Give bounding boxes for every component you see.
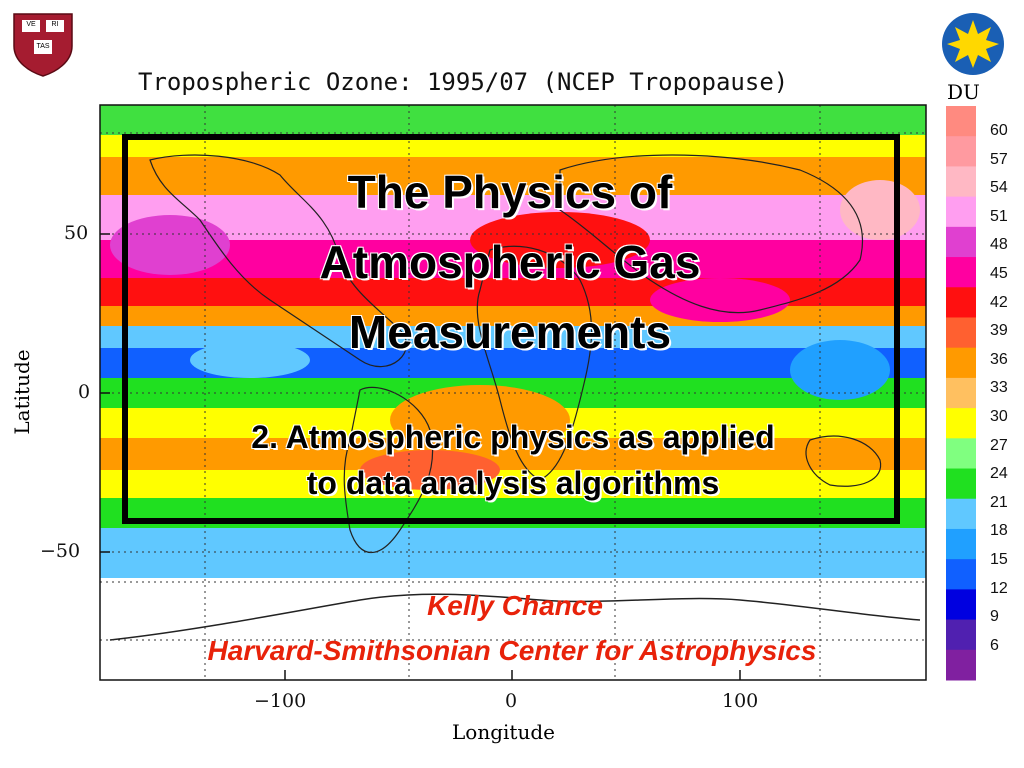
colorbar-swatch [946,257,976,288]
colorbar-swatch [946,347,976,379]
x-tick-label: −100 [254,690,307,712]
colorbar-level-label: 15 [990,551,1008,568]
y-tick-label: 50 [64,222,89,244]
colorbar-swatch [946,226,976,258]
x-tick-label: 0 [505,690,518,712]
colorbar-swatch [946,528,976,560]
colorbar-swatch [946,619,976,651]
x-tick-label: 100 [722,690,759,712]
colorbar-swatch [946,166,976,198]
colorbar-level-label: 51 [990,207,1008,225]
y-tick-label: 0 [78,381,91,403]
colorbar-swatch [946,196,976,228]
colorbar-level-label: 12 [990,579,1008,597]
colorbar-swatch [946,287,976,318]
colorbar-swatch [946,317,976,349]
slide-subtitle-line-2: to data analysis algorithms [306,465,720,501]
colorbar-level-label: 45 [990,265,1008,282]
slide-title-line-2: Atmospheric Gas [319,236,701,288]
colorbar-swatch [946,408,976,439]
slide-title-line-1: The Physics of [347,166,673,218]
shield-text-ri: RI [51,21,59,28]
colorbar-swatch [946,468,976,500]
coastlines [149,154,882,554]
colorbar-level-label: 39 [990,322,1008,340]
title-box [122,134,900,524]
colorbar-level-label: 18 [990,522,1008,540]
colorbar-swatch [946,377,976,409]
author-name: Kelly Chance [427,590,603,621]
colorbar-level-label: 6 [990,636,999,654]
colorbar-swatch [946,136,976,167]
colorbar-level-label: 30 [990,408,1008,425]
colorbar-level-label: 36 [990,350,1008,368]
x-axis-label: Longitude [452,720,555,744]
colorbar-swatch [946,106,976,137]
y-axis-label: Latitude [10,349,34,435]
colorbar-level-label: 9 [990,608,999,626]
colorbar-level-label: 21 [990,493,1008,511]
smithsonian-sun-icon [942,13,1004,75]
colorbar [946,106,976,681]
colorbar-level-label: 57 [990,150,1008,168]
antarctica-coast [109,593,921,641]
colorbar-level-label: 27 [990,436,1008,454]
colorbar-swatch [946,589,976,621]
colorbar-swatch [946,559,976,590]
axis-ticks [100,233,741,680]
colorbar-level-label: 33 [990,379,1008,397]
harvard-shield-icon [13,13,73,77]
y-tick-label: −50 [40,540,81,562]
shield-text-tas: TAS [36,43,50,50]
colorbar-level-label: 24 [990,465,1008,483]
map-title: Tropospheric Ozone: 1995/07 (NCEP Tropop… [138,68,789,96]
colorbar-level-label: 42 [990,293,1008,311]
colorbar-swatch [946,649,976,681]
slide-subtitle-line-1: 2. Atmospheric physics as applied [251,419,775,455]
slide-title-line-3: Measurements [348,306,672,358]
colorbar-level-label: 48 [990,236,1008,254]
colorbar-unit: DU [947,80,980,104]
colorbar-swatch [946,498,976,530]
colorbar-level-label: 54 [990,179,1008,197]
author-organization: Harvard-Smithsonian Center for Astrophys… [207,635,817,666]
colorbar-swatch [946,438,976,470]
shield-text-ve: VE [26,21,36,28]
colorbar-level-label: 60 [990,122,1008,139]
